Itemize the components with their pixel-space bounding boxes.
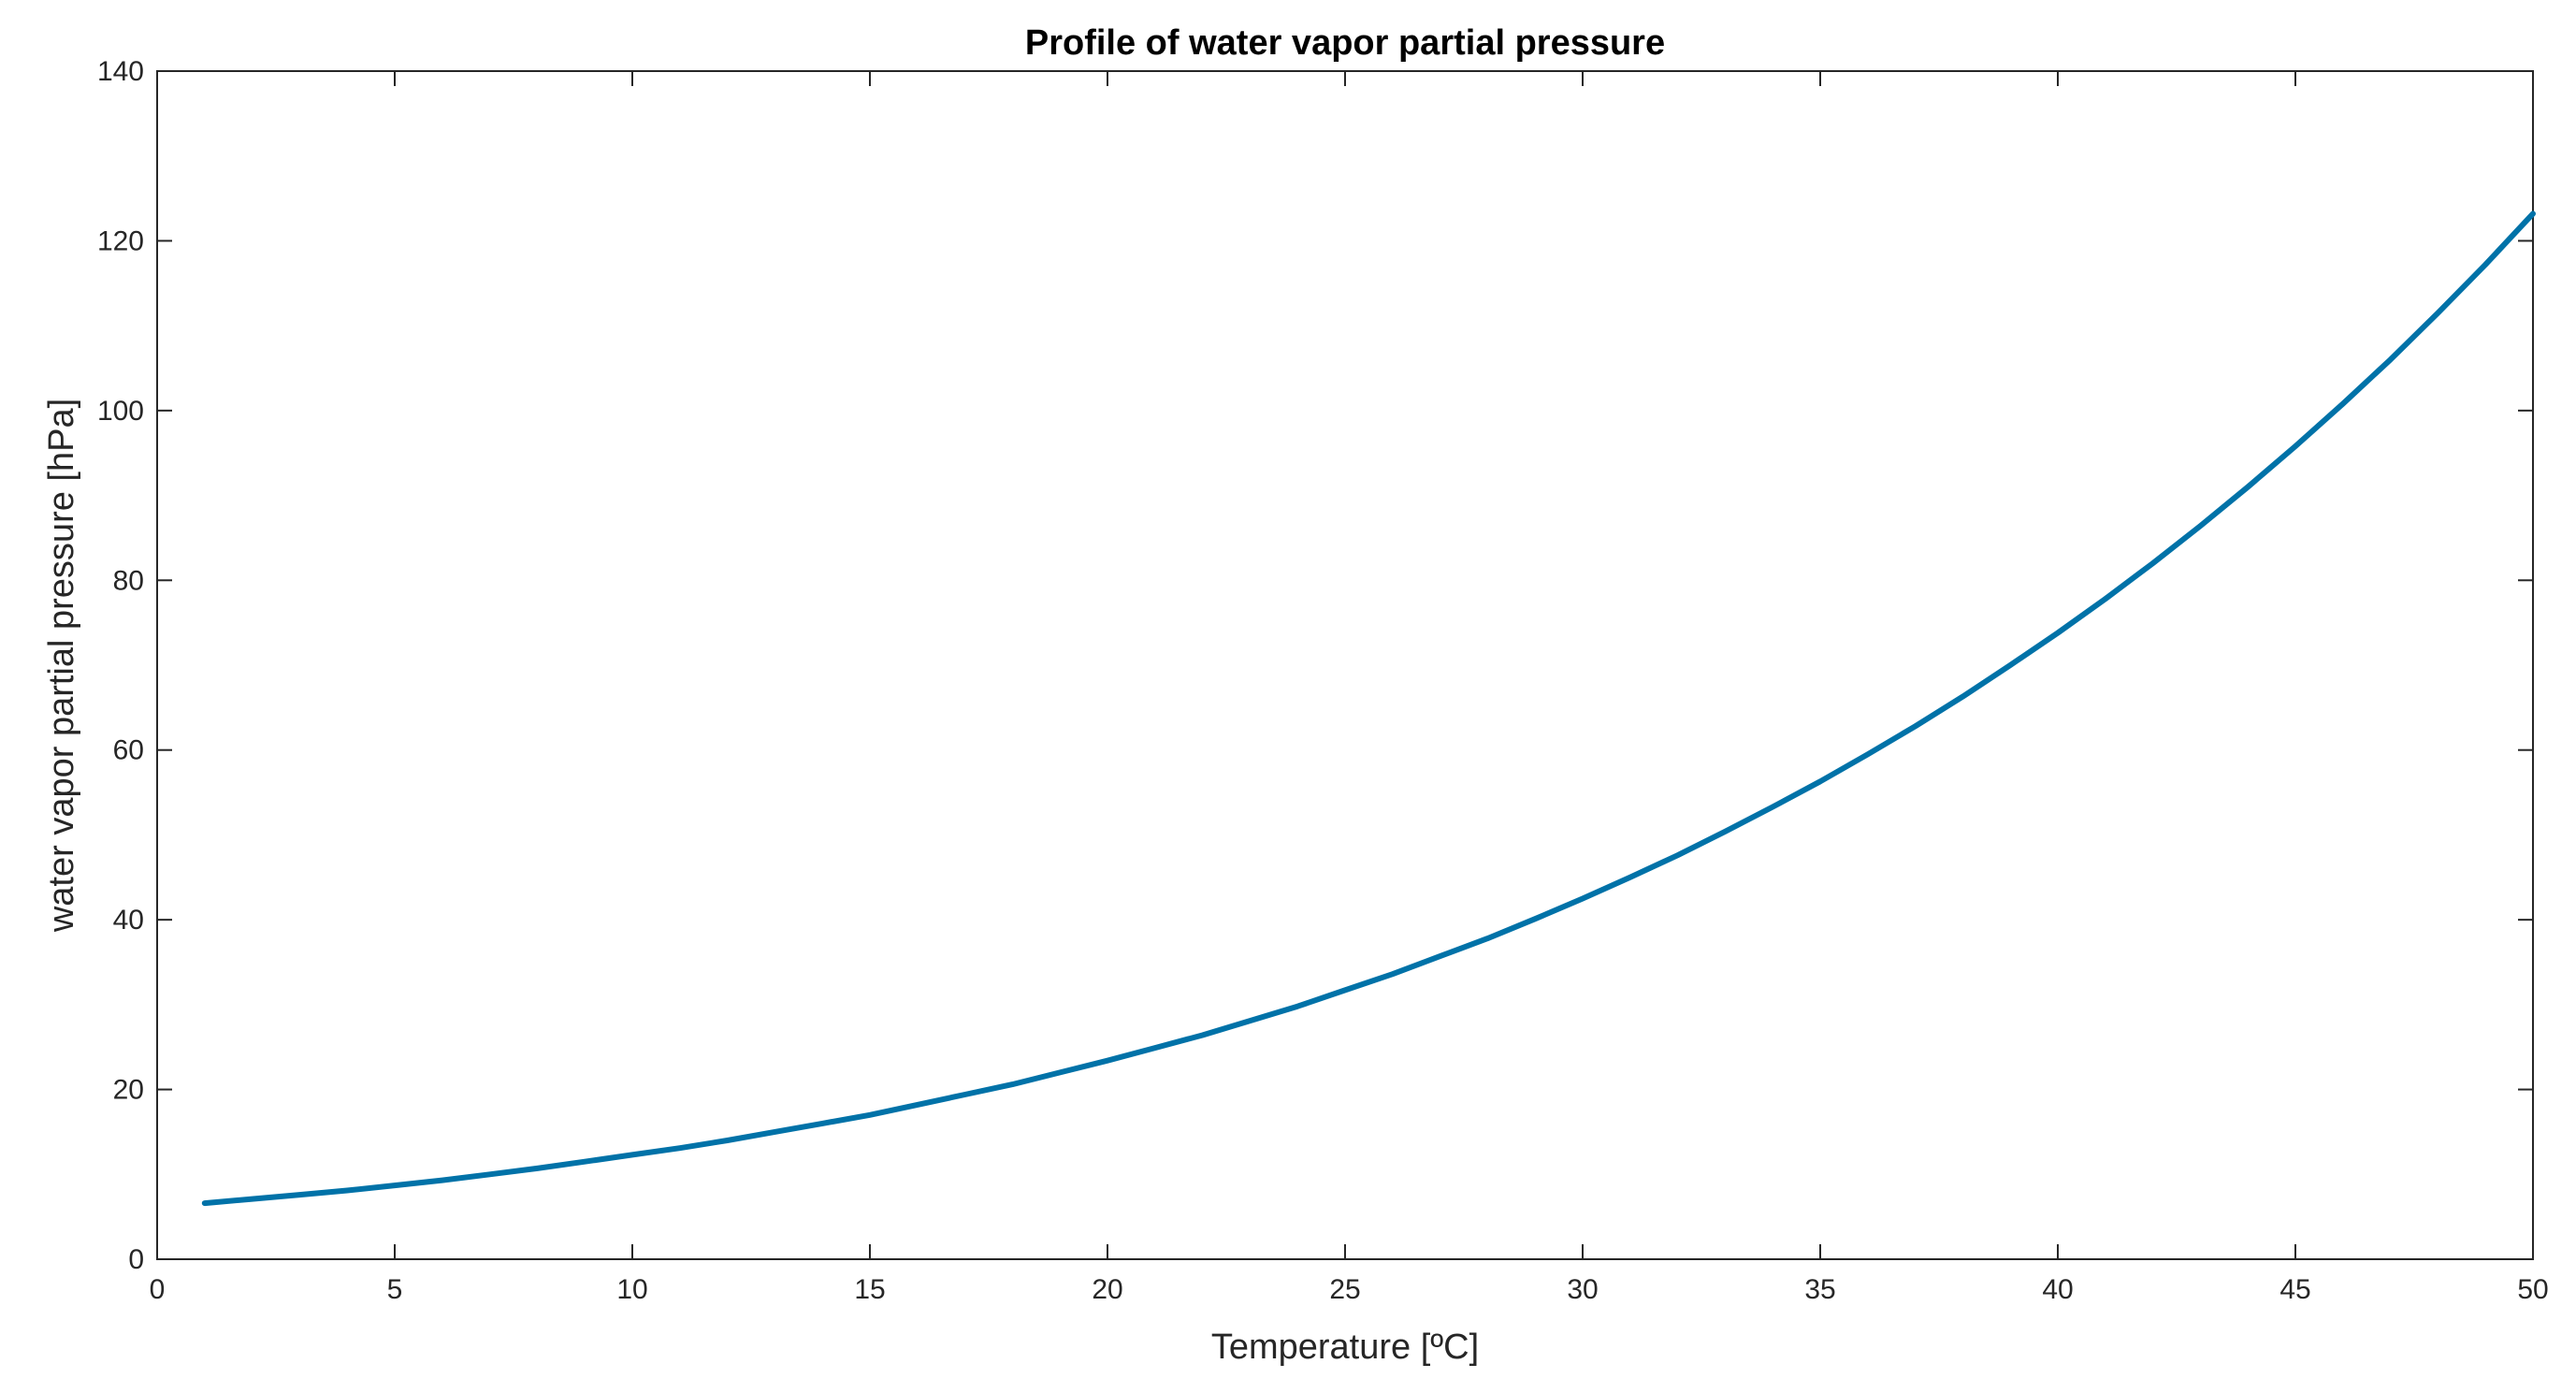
y-tick-label: 20: [113, 1075, 144, 1106]
y-tick-label: 100: [97, 396, 144, 427]
x-tick-label: 5: [387, 1274, 403, 1305]
axis-ticks: [156, 70, 2534, 1260]
x-tick-label: 40: [2042, 1274, 2073, 1305]
series-line: [201, 210, 2536, 1207]
x-tick-label: 50: [2517, 1274, 2548, 1305]
x-tick-label: 35: [1804, 1274, 1835, 1305]
plot-area: [156, 70, 2534, 1260]
y-tick-label: 0: [128, 1244, 144, 1275]
y-axis-label: water vapor partial pressure [hPa]: [42, 399, 81, 933]
y-tick-label: 60: [113, 735, 144, 766]
y-tick-label: 40: [113, 905, 144, 936]
x-tick-label: 0: [150, 1274, 166, 1305]
axis-tick-labels: 0 5 10 15 20 25 30 35 40 45 50 0 20 40 60 80 100 120 140: [97, 56, 2549, 1305]
y-tick-label: 80: [113, 565, 144, 596]
x-tick-label: 30: [1567, 1274, 1598, 1305]
x-tick-label: 10: [616, 1274, 647, 1305]
x-tick-label: 25: [1329, 1274, 1360, 1305]
x-tick-label: 45: [2279, 1274, 2310, 1305]
x-axis-label: Temperature [ºC]: [1211, 1328, 1479, 1367]
y-tick-label: 140: [97, 56, 144, 87]
x-tick-label: 20: [1092, 1274, 1122, 1305]
chart-title: Profile of water vapor partial pressure: [1025, 23, 1665, 63]
y-tick-label: 120: [97, 225, 144, 256]
x-tick-label: 15: [854, 1274, 885, 1305]
